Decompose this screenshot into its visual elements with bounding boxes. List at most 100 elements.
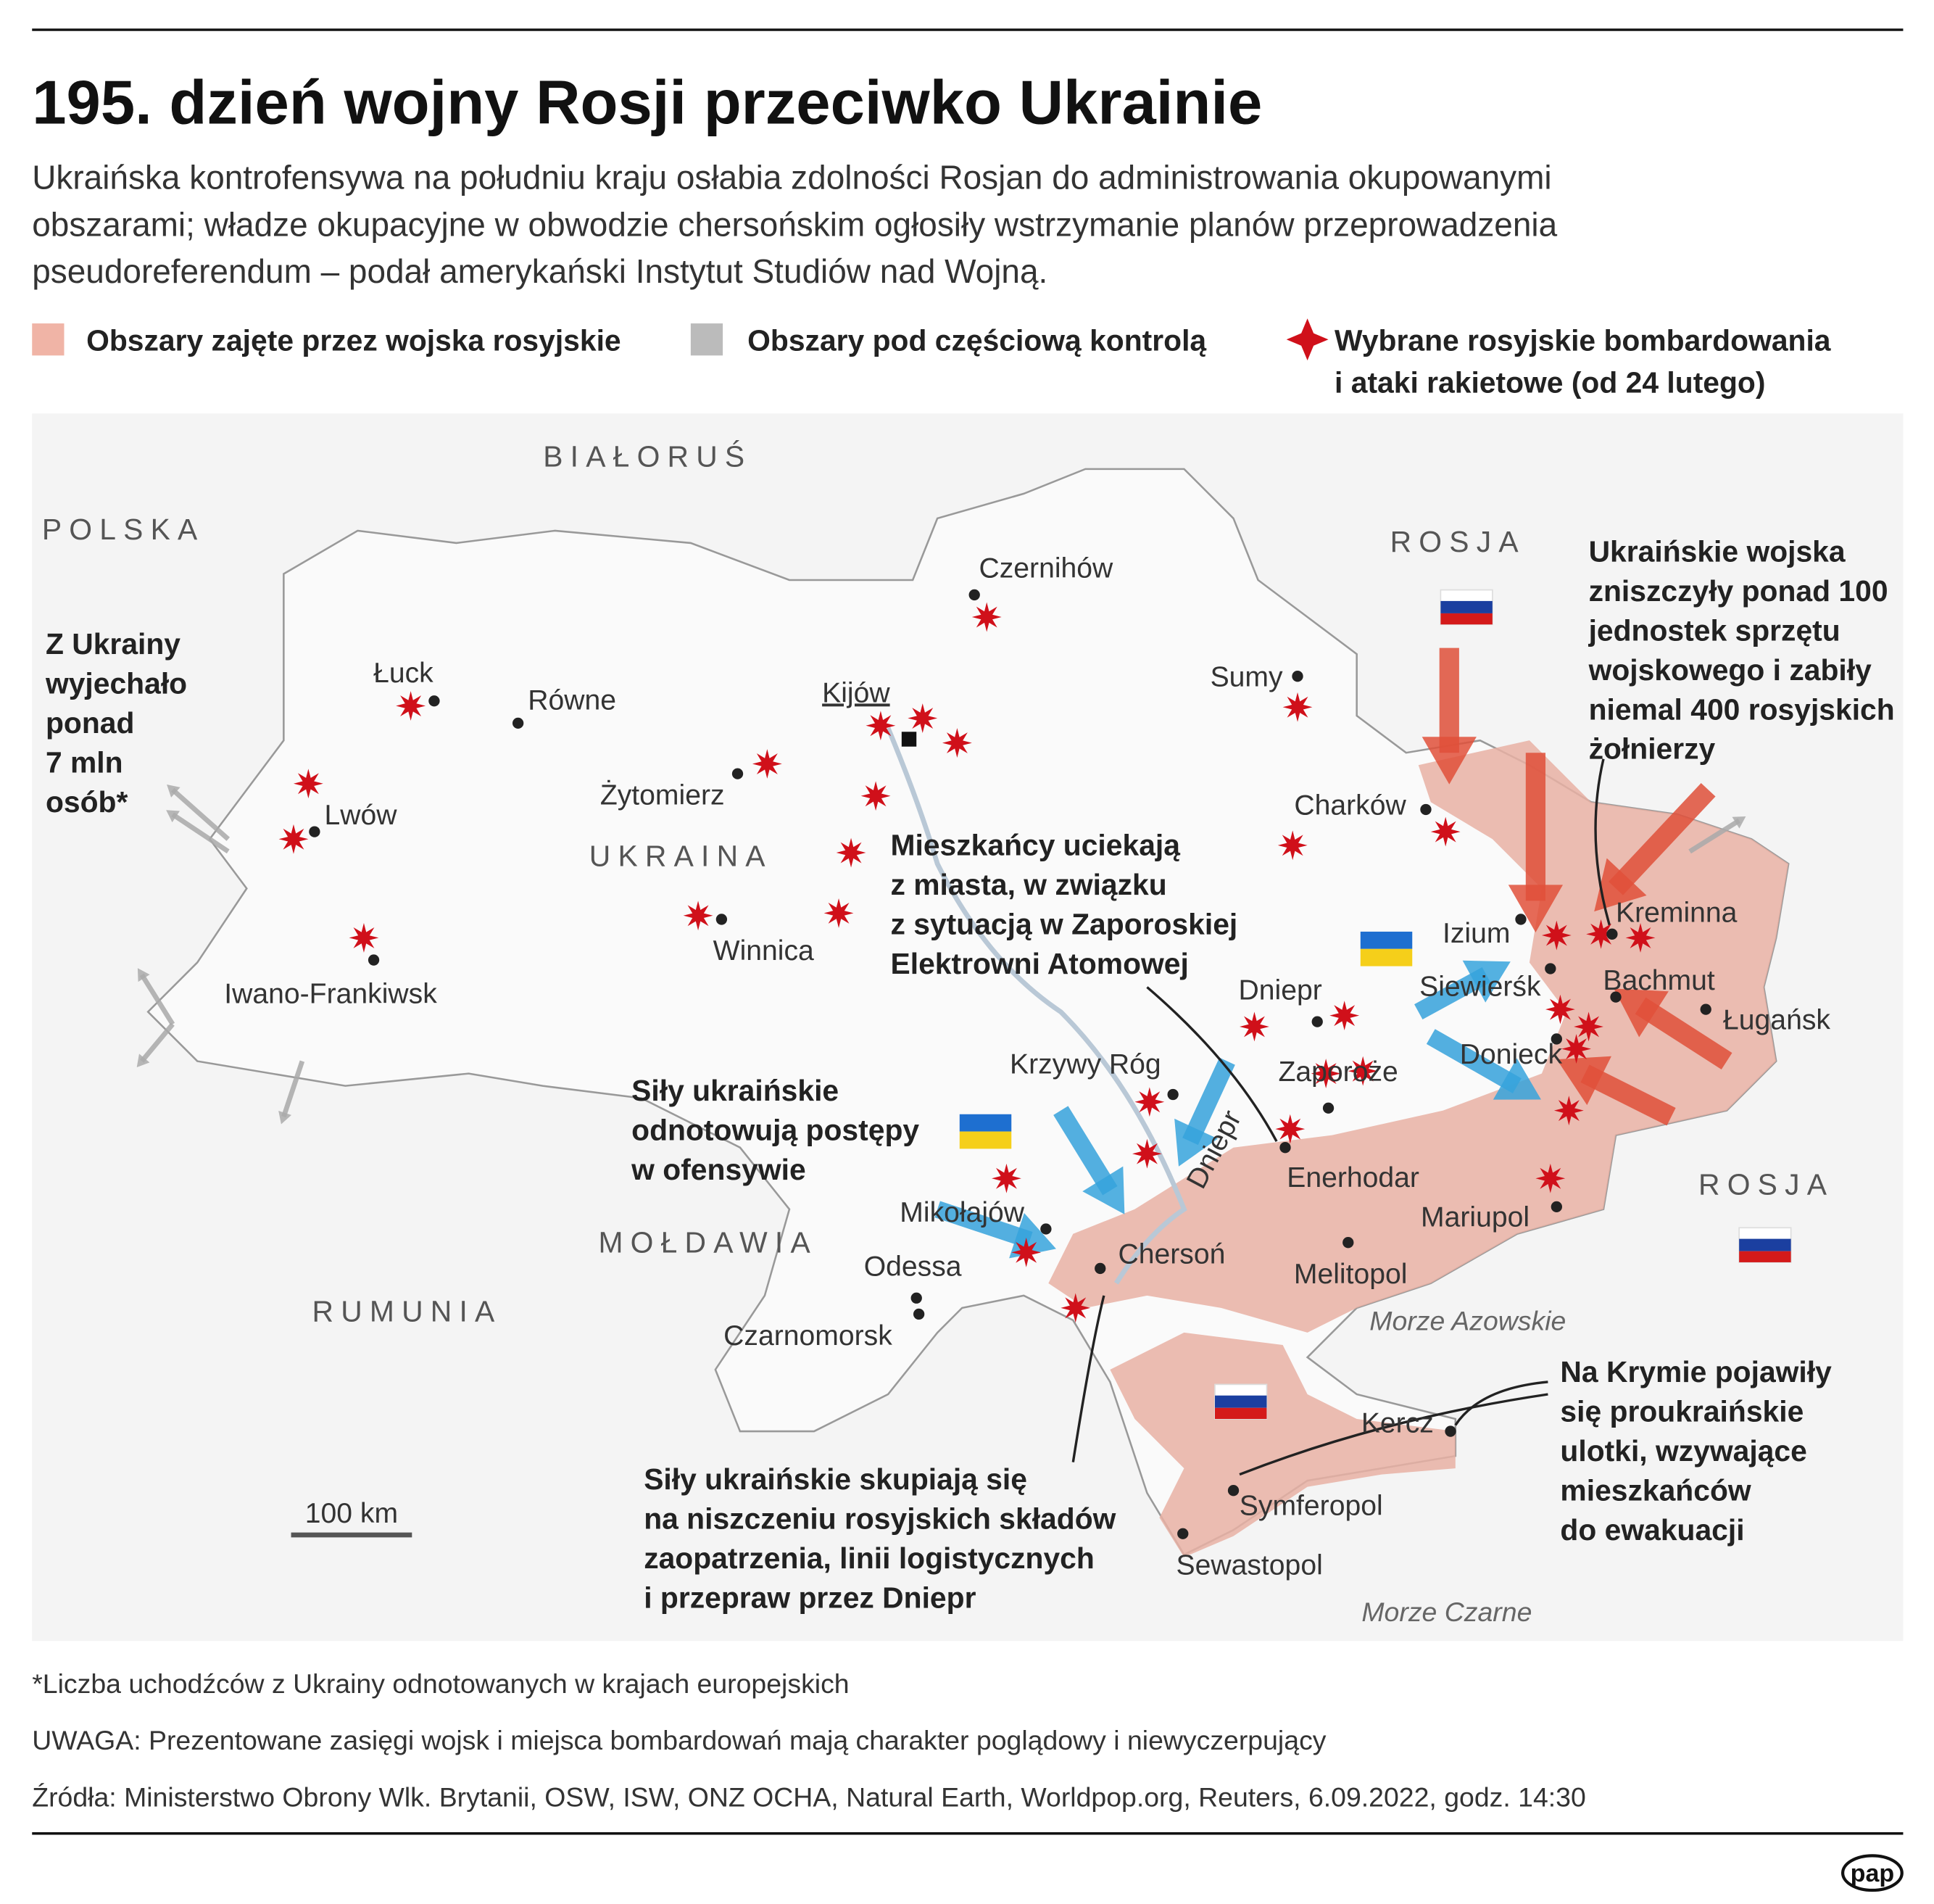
front-arrow-head [1556,1056,1611,1106]
city-marker [1551,1033,1562,1045]
front-arrow [934,1201,1033,1249]
annotation: Siły ukraińskie [631,1074,839,1107]
bombardment-marker [1553,1096,1584,1126]
bombardment-marker [1430,816,1461,847]
bombardment-marker [971,602,1002,632]
city-marker [1311,1016,1323,1027]
front-arrow-head [278,1110,292,1125]
front-arrow [1182,1057,1235,1146]
front-arrow-head [1462,960,1511,1003]
legend-label: Obszary pod częściową kontrolą [747,324,1206,357]
front-arrow-head [137,968,150,982]
annotation: Na Krymie pojawiły [1560,1355,1832,1388]
logo: pap [1851,1860,1894,1887]
city-label: Czarnomorsk [723,1320,892,1352]
city-label: Donieck [1460,1039,1563,1070]
bombardment-marker [1541,920,1572,951]
annotation: zniszczyły ponad 100 [1589,574,1888,608]
scale-label: 100 km [305,1498,398,1529]
bombardment-marker [1132,1138,1162,1169]
city-label: Iwano-Frankiwsk [224,979,437,1010]
leader-line [1594,758,1611,926]
annotation: niemal 400 rosyjskich [1589,692,1895,726]
bombardment-marker [752,749,782,779]
front-arrow-head [1508,885,1564,932]
bombardment-marker [396,691,426,721]
front-arrow-head [1493,1058,1541,1100]
city-label: Mikołajów [900,1197,1025,1228]
footnote: UWAGA: Prezentowane zasięgi wojsk i miej… [32,1725,1327,1755]
city-label: Siewierśk [1419,971,1541,1002]
bombardment-marker [1277,830,1308,861]
bombardment-marker [1240,1011,1269,1042]
annotation: 7 mln [46,745,123,779]
city-marker [1279,1142,1291,1154]
city-label: Kreminna [1616,897,1738,928]
bombardment-marker [1134,1087,1165,1117]
country-label: UKRAINA [589,840,773,873]
front-arrow-head [167,785,180,798]
front-arrow-head [166,810,180,823]
subtitle: Ukraińska kontrofensywa na południu kraj… [32,159,1551,196]
capital-label: Kijów [822,677,890,708]
front-arrow [1609,782,1716,895]
legend-label: i ataki rakietowe (od 24 lutego) [1335,365,1765,399]
city-marker [1700,1003,1711,1015]
city-label: Symferopol [1240,1491,1383,1522]
city-label: Melitopol [1294,1259,1408,1290]
bombardment-marker [908,703,938,733]
bombardment-marker [836,837,866,868]
leader-line [1071,1295,1105,1462]
leader-line [1239,1393,1548,1476]
sea-label: Morze Czarne [1361,1597,1532,1627]
annotation: wyjechało [45,667,187,700]
city-marker [368,954,380,966]
city-label: Sumy [1211,661,1283,692]
city-label: Dniepr [1239,975,1322,1006]
capital-marker [901,732,917,747]
city-marker [1445,1425,1456,1437]
city-label: Izium [1443,918,1510,949]
annotation: odnotowują postępy [631,1113,919,1146]
annotation: z miasta, w związku [891,868,1167,901]
bombardment-marker [942,728,972,758]
annotation: się proukraińskie [1560,1394,1804,1428]
front-arrow [1635,997,1732,1070]
annotation: do ewakuacji [1560,1513,1744,1547]
city-label: Czernihów [979,553,1113,584]
annotation: jednostek sprzętu [1588,613,1840,647]
city-label: Winnica [713,935,814,967]
country-label: ROSJA [1390,525,1526,558]
front-arrow [170,787,231,841]
subtitle: obszarami; władze okupacyjne w obwodzie … [32,205,1557,243]
flag [1440,613,1493,625]
annotation: osób* [46,785,128,819]
city-marker [968,589,980,601]
annotation: Mieszkańcy uciekają [891,828,1181,861]
flag [1739,1238,1791,1251]
bombardment-marker [860,781,891,811]
crimea-occupied [1110,1332,1456,1557]
country-label: MOŁDAWIA [598,1225,817,1259]
title: 195. dzień wojny Rosji przeciwko Ukraini… [32,68,1262,137]
bombardment-marker [1535,1163,1566,1193]
city-marker [1610,991,1622,1003]
leader-line [1454,1381,1548,1426]
city-marker [1292,671,1303,682]
front-arrow-head [1174,1118,1218,1167]
annotation: z sytuacją w Zaporoskiej [891,907,1238,940]
flag [1215,1395,1267,1408]
city-marker [715,914,728,925]
city-label: Mariupol [1421,1202,1530,1233]
front-arrow [171,812,230,854]
front-arrow-head [1732,816,1746,829]
city-marker [1167,1088,1179,1101]
flag [1360,948,1413,967]
front-arrow [1580,1064,1676,1126]
city-marker [1322,1102,1335,1114]
city-marker [512,717,524,729]
legend-label: Wybrane rosyjskie bombardowania [1335,324,1831,357]
city-marker [1095,1262,1106,1275]
city-marker [1545,963,1556,974]
legend-label: Obszary zajęte przez wojska rosyjskie [86,324,621,357]
